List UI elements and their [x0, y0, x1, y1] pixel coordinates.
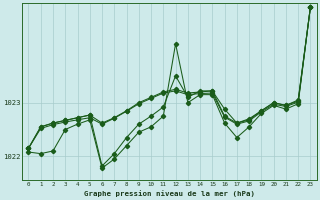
- X-axis label: Graphe pression niveau de la mer (hPa): Graphe pression niveau de la mer (hPa): [84, 190, 255, 197]
